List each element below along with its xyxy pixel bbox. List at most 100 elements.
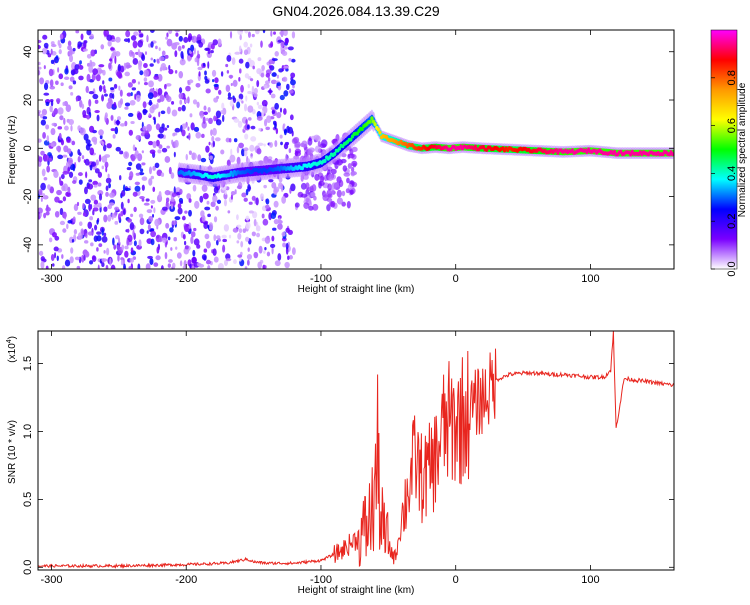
spectrogram-noise-cell (197, 154, 202, 162)
spectrogram-noise-cell (126, 167, 132, 171)
spectrogram-noise-cell (271, 181, 277, 189)
spectrogram-noise-cell (192, 99, 198, 105)
spectrogram-noise-cell (204, 79, 210, 84)
spectrogram-noise-cell (112, 237, 115, 246)
spectrogram-noise-cell (88, 204, 91, 212)
spectrogram-noise-cell (141, 54, 146, 61)
spectrogram-noise-cell (286, 83, 290, 91)
spectrogram-noise-cell (115, 146, 121, 152)
spectrogram-noise-cell (159, 56, 165, 62)
spectrogram-noise-cell (264, 265, 267, 269)
snr-x-tick-label: 100 (581, 574, 599, 586)
spectrogram-noise-cell (106, 34, 113, 41)
spectrogram-noise-cell (130, 35, 137, 41)
spectrogram-noise-cell (52, 231, 57, 238)
spectrogram-noise-cell (160, 265, 164, 269)
spectrogram-noise-cell (67, 166, 70, 175)
spectrogram-noise-cell (175, 32, 179, 37)
spectrogram-noise-cell (61, 265, 66, 269)
spectrogram-noise-cell (59, 220, 66, 226)
spectrogram-y-ticks: -40 -20 0 20 40 (22, 46, 674, 253)
spectrogram-noise-cell (106, 143, 112, 149)
spectrogram-noise-cell (228, 137, 232, 143)
spectrogram-noise-cell (181, 104, 186, 112)
spectrogram-noise-cell (247, 184, 251, 192)
spectrogram-noise-cell (256, 68, 262, 75)
spectrogram-x-tick-label: 0 (453, 273, 459, 285)
spectrogram-noise-cell (143, 77, 148, 82)
spectrogram-noise-cell (207, 48, 211, 55)
spectrogram-noise-cell (60, 174, 65, 180)
spectrogram-noise-cell (38, 250, 44, 256)
spectrogram-noise-cell (175, 246, 178, 250)
spectrogram-noise-cell (225, 257, 232, 262)
spectrogram-noise-cell (43, 65, 46, 70)
spectrogram-noise-cell (69, 54, 74, 63)
spectrogram-noise-cell (276, 111, 282, 119)
spectrogram-noise-cell (233, 259, 237, 265)
spectrogram-noise-cell (283, 65, 289, 69)
spectrogram-noise-cell (86, 73, 91, 82)
spectrogram-noise-cell (251, 85, 255, 94)
spectrogram-noise-cell (267, 156, 273, 160)
spectrogram-noise-cell (165, 222, 170, 229)
spectrogram-noise-cell (98, 193, 103, 201)
spectrogram-noise-cell (177, 203, 182, 209)
spectrogram-noise-cell (319, 175, 325, 182)
spectrogram-noise-cell (89, 125, 95, 133)
spectrogram-noise-cell (152, 165, 156, 171)
spectrogram-noise-cell (101, 155, 108, 163)
spectrogram-noise-cell (120, 257, 124, 261)
spectrogram-noise-cell (39, 77, 45, 85)
spectrogram-noise-cell (66, 148, 72, 154)
spectrogram-noise-cell (227, 96, 233, 100)
spectrogram-noise-cell (75, 96, 79, 102)
spectrogram-noise-cell (171, 101, 175, 105)
spectrogram-noise-cell (121, 244, 125, 251)
spectrogram-noise-cell (213, 115, 217, 122)
spectrogram-noise-cell (209, 155, 213, 160)
spectrogram-noise-cell (139, 196, 145, 200)
spectrogram-noise-cell (168, 259, 173, 263)
spectrogram-noise-cell (188, 79, 194, 84)
snr-y-multiplier-exponent: 4 (6, 339, 13, 343)
spectrogram-noise-cell (271, 246, 274, 255)
spectrogram-noise-cell (212, 248, 217, 256)
spectrogram-noise-cell (96, 67, 102, 75)
spectrogram-noise-cell (58, 132, 62, 141)
spectrogram-noise-cell (135, 172, 141, 176)
spectrogram-noise-cell (169, 227, 174, 233)
spectrogram-noise-cell (201, 254, 207, 260)
spectrogram-noise-cell (161, 237, 167, 243)
spectrogram-noise-cell (87, 231, 94, 236)
spectrogram-noise-cell (291, 247, 296, 255)
spectrogram-noise-cell (164, 83, 167, 90)
spectrogram-noise-cell (188, 198, 192, 203)
spectrogram-noise-cell (152, 186, 156, 193)
spectrogram-noise-cell (98, 129, 104, 136)
colorbar-tick-label: 0.2 (726, 214, 738, 229)
spectrogram-noise-cell (327, 193, 333, 199)
spectrogram-noise-cell (104, 161, 109, 168)
spectrogram-noise-cell (234, 189, 237, 195)
spectrogram-noise-cell (250, 153, 253, 157)
spectrogram-noise-cell (59, 115, 64, 121)
spectrogram-noise-cell (79, 60, 82, 65)
spectrogram-noise-cell (67, 186, 71, 194)
spectrogram-noise-cell (288, 58, 292, 62)
spectrogram-noise-cell (256, 80, 260, 88)
spectrogram-noise-cell (181, 45, 185, 49)
spectrogram-noise-cell (247, 259, 250, 266)
spectrogram-noise-cell (187, 80, 190, 85)
spectrogram-noise-cell (89, 33, 94, 40)
spectrogram-noise-cell (241, 192, 247, 198)
spectrogram-noise-cell (212, 78, 215, 83)
spectrogram-noise-cell (157, 73, 163, 82)
spectrogram-noise-cell (98, 64, 105, 68)
spectrogram-noise-cell (346, 177, 350, 184)
spectrogram-noise-cell (271, 58, 278, 62)
spectrogram-noise-cell (46, 165, 51, 173)
spectrogram-noise-cell (53, 170, 59, 179)
spectrogram-noise-cell (338, 179, 344, 188)
